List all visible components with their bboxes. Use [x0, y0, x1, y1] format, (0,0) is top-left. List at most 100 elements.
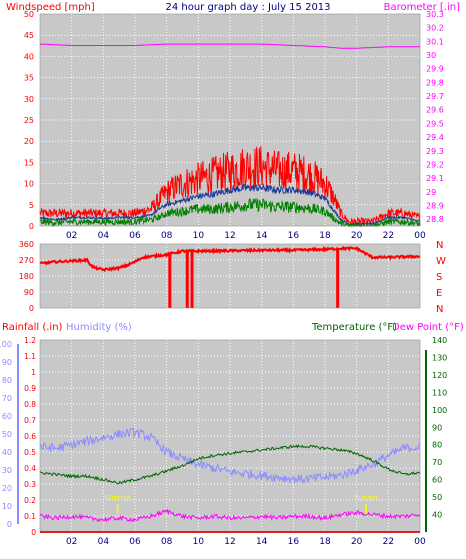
x-tick-label: 10 — [193, 231, 205, 241]
y-tick-label-right: 29.9 — [426, 65, 444, 74]
y-tick-label-humidity: 60 — [2, 412, 12, 421]
x-tick-label: 22 — [383, 231, 394, 241]
x-tick-label: 02 — [66, 537, 77, 547]
y-tick-label-rain: 0 — [31, 528, 36, 537]
series-line-dewpoint — [39, 508, 421, 523]
y-tick-label-left: 0 — [29, 222, 34, 231]
x-tick-label: 22 — [383, 537, 394, 547]
y-tick-label-humidity: 40 — [2, 448, 12, 457]
y-tick-label-temperature: 70 — [432, 458, 442, 467]
temp-humidity-plot: 010203040506070809010000.10.20.30.40.50.… — [0, 336, 447, 547]
y-tick-label-right: 28.9 — [426, 201, 444, 210]
y-tick-label-direction: 360 — [19, 240, 34, 249]
y-tick-label-rain: 1.1 — [24, 352, 36, 361]
y-tick-label-direction: 90 — [24, 288, 34, 297]
y-tick-label-right: 29 — [426, 188, 436, 197]
y-tick-label-direction: 270 — [19, 256, 34, 265]
x-tick-label: 16 — [288, 231, 300, 241]
y-tick-label-right: 30 — [426, 51, 436, 60]
compass-label: S — [436, 272, 442, 283]
windspeed-axis-label: Windspeed [mph] — [6, 2, 95, 13]
y-tick-label-right: 30.1 — [426, 37, 444, 46]
y-tick-label-rain: 0.7 — [24, 416, 36, 425]
y-tick-label-temperature: 60 — [432, 476, 442, 485]
rainfall-axis-label: Rainfall (.in) — [2, 322, 63, 333]
y-tick-label-left: 10 — [24, 180, 34, 189]
y-tick-label-left: 5 — [29, 201, 34, 210]
sun-annotation: Sunset — [354, 494, 378, 502]
y-tick-label-humidity: 80 — [2, 376, 12, 385]
y-tick-label-left: 50 — [24, 10, 34, 19]
y-tick-label-humidity: 30 — [2, 466, 12, 475]
y-tick-label-left: 35 — [24, 74, 34, 83]
series-line-temperature — [39, 444, 421, 485]
y-tick-label-right: 29.7 — [426, 92, 444, 101]
x-tick-label: 18 — [319, 231, 331, 241]
x-tick-label: 08 — [161, 231, 173, 241]
y-tick-label-humidity: 70 — [2, 394, 12, 403]
y-tick-label-right: 29.1 — [426, 174, 444, 183]
y-tick-label-right: 29.4 — [426, 133, 444, 142]
y-tick-label-direction: 180 — [19, 272, 34, 281]
x-tick-label: 18 — [319, 537, 331, 547]
series-line-direction — [39, 245, 421, 273]
y-tick-label-temperature: 80 — [432, 441, 442, 450]
compass-label: E — [436, 288, 442, 299]
dewpoint-axis-label: Dew Point (°F) — [392, 322, 464, 333]
y-tick-label-rain: 0.8 — [24, 400, 36, 409]
y-tick-label-temperature: 50 — [432, 493, 442, 502]
y-tick-label-humidity: 20 — [2, 484, 12, 493]
series-line-average — [40, 182, 421, 227]
y-tick-label-temperature: 100 — [432, 406, 447, 415]
y-tick-label-rain: 0.1 — [24, 512, 36, 521]
y-tick-label-left: 20 — [24, 137, 34, 146]
compass-label: N — [436, 304, 443, 315]
y-tick-label-humidity: 10 — [2, 502, 12, 511]
y-tick-label-right: 30.3 — [426, 10, 444, 19]
compass-label: W — [436, 256, 446, 267]
y-tick-label-rain: 1.2 — [24, 336, 36, 345]
x-tick-label: 10 — [193, 537, 205, 547]
y-tick-label-temperature: 120 — [432, 371, 447, 380]
x-tick-label: 00 — [414, 231, 426, 241]
y-tick-label-rain: 0.9 — [24, 384, 36, 393]
compass-label: N — [436, 240, 443, 251]
x-tick-label: 08 — [161, 537, 173, 547]
y-tick-label-rain: 0.4 — [24, 464, 36, 473]
y-tick-label-rain: 0.5 — [24, 448, 36, 457]
x-tick-label: 06 — [129, 537, 141, 547]
series-line-barometer — [39, 43, 420, 49]
x-tick-label: 16 — [288, 537, 300, 547]
y-tick-label-direction: 0 — [29, 304, 34, 313]
sun-annotation: Sunrise — [105, 494, 131, 502]
x-tick-label: 14 — [256, 537, 268, 547]
x-tick-label: 12 — [224, 231, 235, 241]
temperature-axis-label: Temperature (°F) — [311, 322, 397, 333]
y-tick-label-left: 25 — [24, 116, 34, 125]
x-tick-label: 14 — [256, 231, 268, 241]
y-tick-label-left: 45 — [24, 31, 34, 40]
x-tick-label: 04 — [98, 231, 110, 241]
y-tick-label-left: 15 — [24, 158, 34, 167]
y-tick-label-left: 40 — [24, 52, 34, 61]
y-tick-label-temperature: 130 — [432, 353, 447, 362]
y-tick-label-right: 29.3 — [426, 147, 444, 156]
y-tick-label-temperature: 110 — [432, 388, 447, 397]
y-tick-label-right: 28.8 — [426, 215, 444, 224]
y-tick-label-temperature: 90 — [432, 423, 442, 432]
barometer-axis-label: Barometer [.in] — [384, 2, 460, 13]
y-tick-label-right: 29.2 — [426, 160, 444, 169]
x-tick-label: 12 — [224, 537, 235, 547]
x-tick-label: 20 — [351, 537, 363, 547]
y-tick-label-temperature: 40 — [432, 511, 442, 520]
y-tick-label-humidity: 50 — [2, 430, 12, 439]
y-tick-label-rain: 0.6 — [24, 432, 36, 441]
y-tick-label-rain: 0.3 — [24, 480, 36, 489]
x-tick-label: 02 — [66, 231, 77, 241]
y-tick-label-temperature: 140 — [432, 336, 447, 345]
series-line-humidity — [39, 427, 421, 485]
y-tick-label-humidity: 90 — [2, 358, 12, 367]
